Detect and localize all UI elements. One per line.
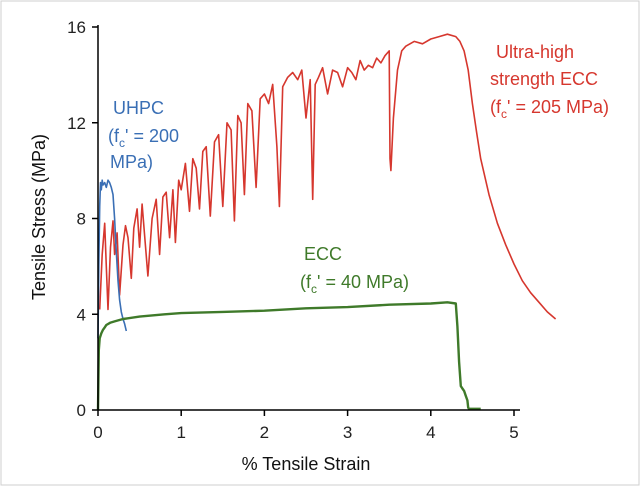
x-tick-label: 2 bbox=[260, 423, 269, 442]
annotation-uhpc-line2-close: ' = 200 bbox=[125, 126, 179, 146]
annotation-ecc-line1: ECC bbox=[304, 244, 342, 264]
y-tick-label: 16 bbox=[67, 18, 86, 37]
annotation-ultra-ecc-line2: strength ECC bbox=[490, 69, 598, 89]
y-axis-title: Tensile Stress (MPa) bbox=[29, 134, 49, 300]
x-tick-label: 3 bbox=[343, 423, 352, 442]
annotation-ultra-ecc-line1: Ultra-high bbox=[496, 42, 574, 62]
x-tick-label: 4 bbox=[426, 423, 435, 442]
annotation-ecc-line2-close: ' = 40 MPa) bbox=[317, 272, 409, 292]
x-tick-label: 5 bbox=[509, 423, 518, 442]
y-tick-label: 12 bbox=[67, 114, 86, 133]
annotation-ultra-ecc-line3-close: ' = 205 MPa) bbox=[507, 97, 609, 117]
x-tick-label: 1 bbox=[176, 423, 185, 442]
y-tick-label: 8 bbox=[77, 210, 86, 229]
y-tick-label: 0 bbox=[77, 401, 86, 420]
y-tick-label: 4 bbox=[77, 305, 86, 324]
annotation-uhpc-line1: UHPC bbox=[113, 98, 164, 118]
x-axis-title: % Tensile Strain bbox=[242, 454, 371, 474]
annotation-uhpc-line3: MPa) bbox=[110, 152, 153, 172]
x-tick-label: 0 bbox=[93, 423, 102, 442]
